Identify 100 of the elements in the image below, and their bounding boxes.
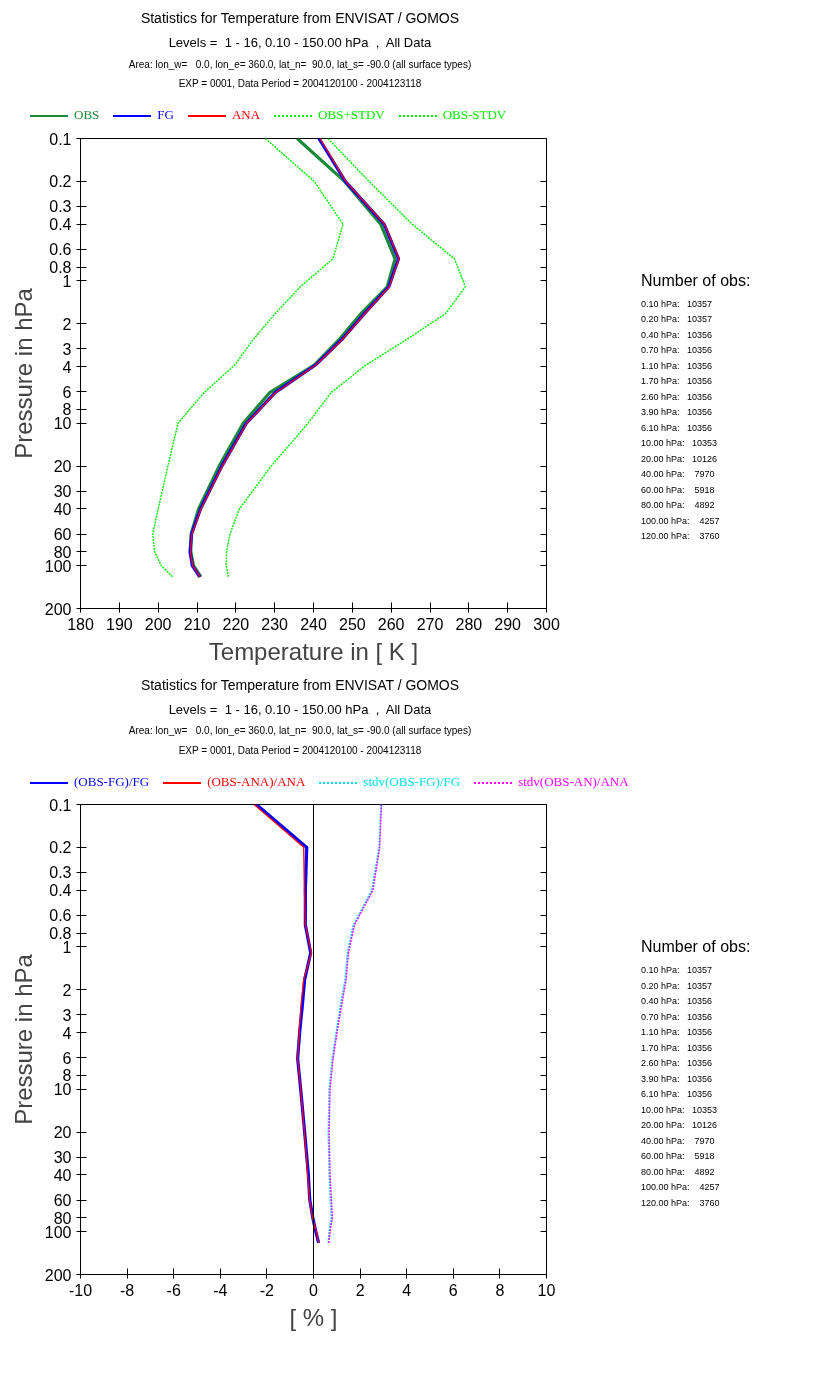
y-tick-label: 0.3	[49, 864, 72, 882]
y-tick-label: 0.6	[49, 240, 72, 258]
x-tick-label: 250	[338, 615, 366, 633]
x-tick-label: 220	[222, 615, 250, 633]
legend-label: FG	[157, 107, 174, 123]
x-axis-title: Temperature in [ K ]	[208, 637, 419, 665]
text: Number of obs:	[641, 270, 751, 291]
text: 80.00 hPa: 4892	[641, 499, 716, 513]
x-tick-label: 230	[261, 615, 289, 633]
legend-label: OBS	[74, 107, 100, 123]
y-tick-label: 0.4	[49, 882, 72, 900]
x-tick-label: 2	[355, 1281, 365, 1299]
legend-label: OBS-STDV	[442, 107, 507, 123]
y-axis-title: Pressure in hPa	[9, 287, 37, 459]
y-tick-label: 0.2	[49, 173, 72, 191]
y-tick-label: 6	[62, 383, 72, 401]
text: 1.70 hPa: 10356	[641, 375, 714, 389]
text: 40.00 hPa: 7970	[641, 468, 716, 482]
text: 1.70 hPa: 10356	[641, 1041, 714, 1055]
legend-label: stdv(OBS-AN)/ANA	[518, 773, 629, 789]
text: 3.90 hPa: 10356	[641, 1072, 714, 1086]
text: 120.00 hPa: 3760	[641, 1196, 721, 1210]
text: 0.40 hPa: 10356	[641, 995, 714, 1009]
x-tick-label: 6	[448, 1281, 458, 1299]
x-tick-label: -10	[68, 1281, 93, 1299]
y-tick-label: 20	[53, 1124, 72, 1142]
chart-title: Statistics for Temperature from ENVISAT / GOMOS	[139, 675, 461, 695]
y-tick-label: 1	[62, 939, 72, 957]
x-tick-label: -4	[213, 1281, 228, 1299]
text: 0.70 hPa: 10356	[641, 344, 714, 358]
y-tick-label: 100	[44, 1224, 72, 1242]
legend-label: (OBS-FG)/FG	[74, 773, 150, 789]
text: 120.00 hPa: 3760	[641, 530, 721, 544]
y-tick-label: 3	[62, 1007, 72, 1025]
x-tick-label: 270	[416, 615, 444, 633]
y-tick-label: 40	[53, 1167, 72, 1185]
x-tick-label: -8	[119, 1281, 135, 1299]
x-axis-title: [ % ]	[289, 1303, 338, 1331]
y-tick-label: 0.6	[49, 907, 72, 925]
y-tick-label: 0.1	[49, 796, 72, 814]
y-tick-label: 0.3	[49, 198, 72, 216]
text: 2.60 hPa: 10356	[641, 1057, 714, 1071]
text: 80.00 hPa: 4892	[641, 1165, 716, 1179]
y-tick-label: 30	[53, 1149, 72, 1167]
text: 60.00 hPa: 5918	[641, 483, 716, 497]
chart-subtitle: Levels = 1 - 16, 0.10 - 150.00 hPa , All Data Area: lon_w= 0.0, lon_e= 360.0, lat_n= 90.0, lat_s= -90.0 (all surface types) EXP = 0001, Data Period = 2004120100 - 2004123118	[127, 34, 473, 91]
legend-label: (OBS-ANA)/ANA	[207, 773, 306, 789]
y-tick-label: 3	[62, 340, 72, 358]
y-tick-label: 0.4	[49, 215, 72, 233]
text: 0.10 hPa: 10357	[641, 964, 714, 978]
text: 6.10 hPa: 10356	[641, 1088, 714, 1102]
text: 0.20 hPa: 10357	[641, 979, 714, 993]
x-tick-label: 240	[300, 615, 327, 633]
text: 20.00 hPa: 10126	[641, 1119, 719, 1133]
y-tick-label: 0.2	[49, 839, 72, 857]
y-tick-label: 10	[53, 414, 72, 432]
legend-label: ANA	[231, 107, 261, 123]
x-tick-label: 300	[533, 615, 560, 633]
x-tick-label: 200	[144, 615, 172, 633]
y-tick-label: 40	[53, 500, 72, 518]
y-tick-label: 6	[62, 1050, 72, 1068]
text: 2.60 hPa: 10356	[641, 390, 714, 404]
y-axis-title: Pressure in hPa	[9, 953, 37, 1126]
text: 20.00 hPa: 10126	[641, 452, 719, 466]
text: 10.00 hPa: 10353	[641, 1103, 719, 1117]
x-tick-label: 210	[183, 615, 211, 633]
y-tick-label: 0.1	[49, 130, 72, 148]
x-tick-label: -2	[259, 1281, 275, 1299]
x-tick-label: 190	[105, 615, 133, 633]
legend-label: stdv(OBS-FG)/FG	[363, 773, 461, 789]
x-tick-label: 280	[455, 615, 483, 633]
x-tick-label: 290	[494, 615, 522, 633]
y-tick-label: 4	[62, 358, 72, 376]
text: 40.00 hPa: 7970	[641, 1134, 716, 1148]
y-tick-label: 4	[62, 1024, 72, 1042]
y-tick-label: 20	[53, 457, 72, 475]
y-tick-label: 60	[53, 525, 72, 543]
text: 0.20 hPa: 10357	[641, 313, 714, 327]
x-tick-label: 260	[377, 615, 405, 633]
chart-title: Statistics for Temperature from ENVISAT / GOMOS	[139, 9, 461, 28]
text: 1.10 hPa: 10356	[641, 1026, 714, 1040]
text: 60.00 hPa: 5918	[641, 1150, 716, 1164]
text: 1.10 hPa: 10356	[641, 359, 714, 373]
text: 0.10 hPa: 10357	[641, 297, 714, 311]
y-tick-label: 60	[53, 1192, 72, 1210]
text: 0.40 hPa: 10356	[641, 328, 714, 342]
y-tick-label: 10	[53, 1081, 72, 1099]
y-tick-label: 30	[53, 482, 72, 500]
x-tick-label: 180	[67, 615, 94, 633]
text: 6.10 hPa: 10356	[641, 421, 714, 435]
text: 100.00 hPa: 4257	[641, 514, 721, 528]
x-tick-label: -6	[166, 1281, 181, 1299]
text: 100.00 hPa: 4257	[641, 1181, 721, 1195]
y-tick-label: 2	[62, 982, 72, 1000]
x-tick-label: 4	[402, 1281, 412, 1299]
text: 10.00 hPa: 10353	[641, 437, 719, 451]
x-tick-label: 0	[309, 1281, 319, 1299]
y-tick-label: 200	[44, 1266, 72, 1284]
text: 0.70 hPa: 10356	[641, 1010, 714, 1024]
x-tick-label: 8	[495, 1281, 505, 1299]
